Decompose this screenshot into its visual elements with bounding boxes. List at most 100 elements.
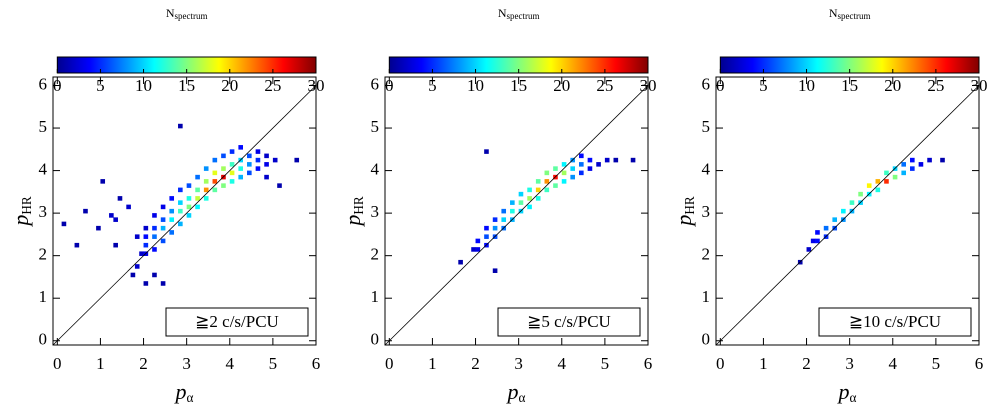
heatmap-cell [484, 225, 489, 231]
axis-label: pα [174, 379, 194, 405]
heatmap-cell [152, 272, 157, 278]
annotation-box [165, 307, 309, 337]
heatmap-cell [229, 149, 235, 154]
heatmap-cell [579, 170, 584, 176]
colorbar-tick-label: 5 [428, 76, 437, 95]
heatmap-cell [143, 242, 149, 248]
label-sub: spectrum [506, 11, 539, 21]
label-main: p [837, 379, 850, 404]
heatmap-cell [178, 123, 183, 129]
y-tick-label: 1 [39, 287, 48, 306]
heatmap-cell [604, 157, 610, 163]
colorbar-tick-label: 10 [135, 76, 152, 95]
heatmap-cell [229, 179, 235, 184]
heatmap-cell [544, 187, 550, 193]
heatmap-cell [178, 200, 183, 205]
heatmap-cell [203, 196, 209, 201]
colorbar-tick-label: 15 [841, 76, 858, 95]
heatmap-cell [152, 247, 157, 252]
y-tick-label: 5 [371, 117, 380, 136]
heatmap-cell [501, 217, 507, 222]
label-sub: spectrum [174, 11, 207, 21]
heatmap-cell [247, 170, 252, 176]
colorbar-tick-label: 5 [759, 76, 768, 95]
x-tick-label: 0 [716, 354, 725, 373]
heatmap-cell [596, 162, 601, 167]
heatmap-cell [160, 217, 166, 222]
x-tick-label: 2 [139, 354, 148, 373]
heatmap-cell [527, 204, 532, 210]
heatmap-cell [221, 183, 226, 188]
heatmap-cell [901, 162, 907, 167]
y-tick-label: 2 [39, 245, 48, 264]
heatmap-cell [169, 208, 175, 214]
colorbar-label: Nspectrum [829, 6, 871, 21]
heatmap-cell [186, 183, 192, 188]
heatmap-cell [126, 204, 131, 210]
y-tick-label: 6 [39, 74, 48, 93]
x-tick-label: 6 [975, 354, 984, 373]
label-main: N [498, 6, 507, 20]
heatmap-cell [160, 204, 166, 210]
heatmap-cell [806, 247, 812, 252]
heatmap-cell [544, 170, 550, 176]
y-tick-label: 1 [371, 287, 380, 306]
heatmap-cell [492, 225, 498, 231]
y-tick-label: 0 [702, 330, 711, 349]
heatmap-cell [501, 208, 507, 214]
annotation: ≧2 c/s/PCU [195, 312, 279, 331]
colorbar-label: Nspectrum [166, 6, 208, 21]
colorbar-tick-label: 25 [596, 76, 613, 95]
plot-frame [715, 76, 980, 346]
heatmap-cell [195, 196, 200, 201]
plot-frame [384, 76, 649, 346]
heatmap-cell [195, 187, 200, 193]
x-tick-label: 4 [226, 354, 235, 373]
heatmap-cell [471, 247, 476, 252]
label-sub: α [187, 390, 194, 405]
heatmap-cell [247, 153, 252, 159]
heatmap-cell [484, 149, 489, 154]
heatmap-cell [178, 208, 183, 214]
x-tick-label: 3 [514, 354, 523, 373]
heatmap-cell [630, 157, 636, 163]
heatmap-cell [212, 170, 218, 176]
axis-label: pα [506, 379, 526, 405]
heatmap-cell [910, 157, 915, 163]
heatmap-cell [492, 268, 498, 273]
x-tick-label: 1 [759, 354, 768, 373]
diagonal-line [715, 85, 980, 346]
heatmap-cell [579, 162, 584, 167]
heatmap-cell [96, 225, 101, 231]
heatmap-cell [544, 179, 550, 184]
heatmap-cell [561, 179, 567, 184]
heatmap-cell [152, 225, 157, 231]
heatmap-cell [535, 179, 541, 184]
colorbar-tick-label: 20 [221, 76, 238, 95]
heatmap-cell [113, 217, 118, 222]
axis-label: pHR [671, 196, 697, 228]
annotation: ≧10 c/s/PCU [849, 312, 941, 331]
heatmap-cell [221, 166, 226, 171]
heatmap-cell [884, 170, 889, 176]
y-tick-label: 4 [39, 159, 48, 178]
y-tick-label: 3 [39, 202, 48, 221]
heatmap-cell [475, 247, 481, 252]
heatmap-cell [527, 187, 532, 193]
heatmap-cell [195, 174, 200, 180]
heatmap-cell [815, 238, 820, 244]
heatmap-cell [475, 238, 481, 244]
label-sub: spectrum [837, 11, 870, 21]
heatmap-cell [186, 204, 192, 210]
heatmap-cell [272, 157, 278, 163]
heatmap-cell [143, 281, 149, 286]
heatmap-cell [255, 157, 261, 163]
heatmap-cell [160, 225, 166, 231]
heatmap-cell [74, 242, 80, 248]
heatmap-cell [264, 162, 269, 167]
heatmap-cell [518, 200, 524, 205]
y-tick-label: 4 [371, 159, 380, 178]
heatmap-cell [535, 196, 541, 201]
x-tick-label: 4 [889, 354, 898, 373]
